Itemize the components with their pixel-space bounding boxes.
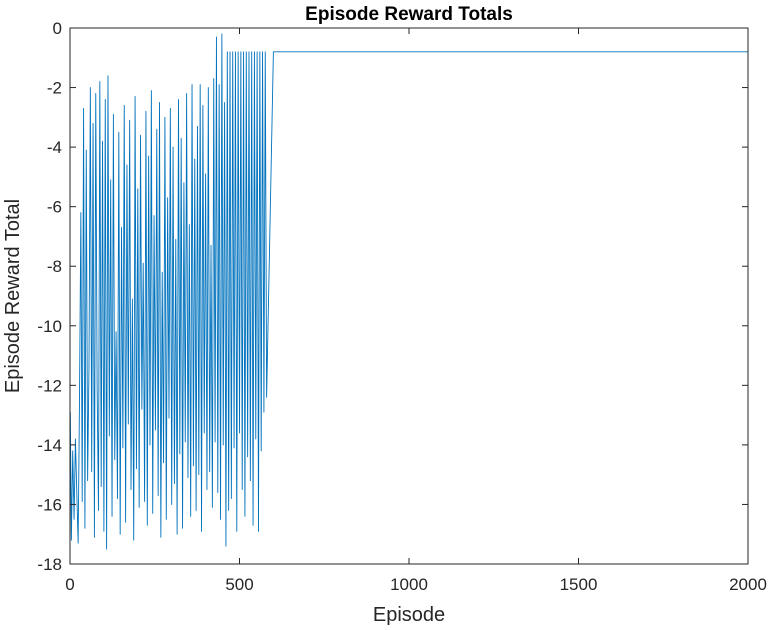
y-tick-label-7: -14 [37,436,62,455]
plot-area [69,27,749,565]
y-tick-label-4: -8 [47,257,62,276]
y-tick-label-2: -4 [47,138,62,157]
series-line-0 [69,33,748,550]
y-tick-labels: 0 -2 -4 -6 -8 -10 -12 -14 -16 -18 [37,19,62,574]
y-tick-label-1: -2 [47,79,62,98]
y-tick-label-3: -6 [47,198,62,217]
x-tick-label-3: 1500 [560,575,598,594]
x-tick-label-1: 500 [225,575,253,594]
chart-title: Episode Reward Totals [305,4,513,25]
y-tick-label-8: -16 [37,495,62,514]
y-tick-label-5: -10 [37,317,62,336]
y-tick-label-6: -12 [37,376,62,395]
axes-box [69,27,749,565]
x-axis-label: Episode [373,604,445,626]
y-axis-label: Episode Reward Total [2,199,24,393]
y-tick-label-0: 0 [53,19,62,38]
x-tick-label-2: 1000 [390,575,428,594]
series-layer [69,33,748,550]
x-tick-label-0: 0 [65,575,74,594]
x-tick-labels: 0 500 1000 1500 2000 [65,575,767,594]
x-tick-label-4: 2000 [729,575,767,594]
y-tick-label-9: -18 [37,555,62,574]
